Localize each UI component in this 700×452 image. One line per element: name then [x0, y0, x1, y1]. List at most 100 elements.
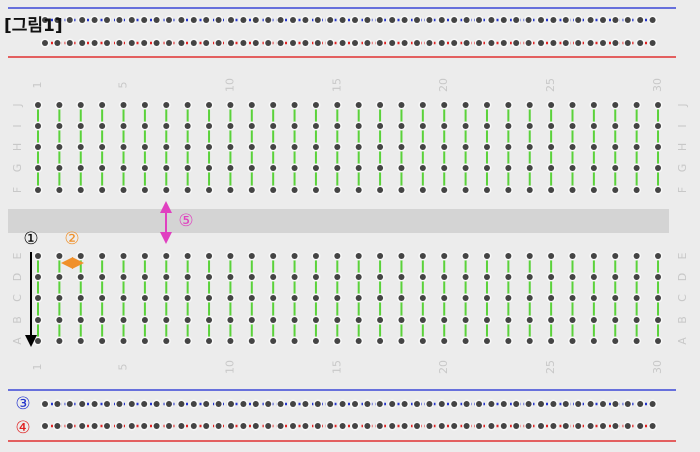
hole	[451, 423, 458, 429]
hole	[206, 187, 213, 193]
hole	[352, 423, 358, 429]
hole	[600, 17, 606, 23]
hole	[184, 123, 191, 129]
hole	[312, 165, 319, 171]
hole	[364, 423, 371, 429]
hole	[377, 317, 384, 323]
hole	[302, 40, 309, 46]
column-number: 30	[651, 360, 664, 374]
hole	[352, 40, 358, 46]
holes	[33, 15, 663, 431]
hole	[277, 401, 284, 407]
hole	[270, 165, 277, 171]
hole	[248, 317, 255, 323]
hole	[240, 17, 247, 23]
hole	[79, 401, 86, 407]
hole	[312, 123, 319, 129]
hole	[290, 17, 296, 23]
hole	[312, 317, 319, 323]
hole	[612, 17, 619, 23]
row-letter: E	[676, 252, 689, 259]
hole	[441, 253, 448, 259]
hole	[355, 253, 362, 259]
hole	[401, 423, 408, 429]
hole	[526, 102, 533, 108]
hole	[339, 401, 346, 407]
hole	[575, 401, 582, 407]
hole	[291, 317, 298, 323]
hole	[633, 253, 640, 259]
hole	[377, 295, 384, 301]
hole	[166, 17, 172, 23]
hole	[569, 102, 576, 108]
hole	[116, 401, 123, 407]
hole	[483, 338, 490, 344]
hole	[655, 123, 662, 129]
hole	[153, 423, 160, 429]
center-channel	[8, 209, 669, 233]
hole	[364, 401, 371, 407]
hole	[500, 40, 507, 46]
hole	[35, 165, 41, 171]
hole	[248, 338, 255, 344]
hole	[637, 401, 644, 407]
hole	[612, 317, 619, 323]
hole	[66, 17, 73, 23]
hole	[79, 40, 86, 46]
hole	[548, 165, 555, 171]
hole	[451, 401, 458, 407]
hole	[569, 123, 576, 129]
hole	[35, 253, 41, 259]
row-letter: G	[676, 164, 689, 173]
hole	[505, 274, 512, 280]
hole	[633, 295, 640, 301]
hole	[649, 40, 656, 46]
hole	[463, 17, 470, 23]
hole	[120, 317, 127, 323]
row-letter: I	[11, 124, 24, 127]
hole	[525, 401, 532, 407]
hole	[54, 40, 61, 46]
hole	[203, 423, 210, 429]
hole	[153, 401, 160, 407]
hole	[590, 144, 597, 150]
hole	[526, 295, 533, 301]
row-letter: J	[676, 103, 689, 107]
hole	[633, 338, 640, 344]
hole	[483, 102, 490, 108]
hole	[290, 423, 296, 429]
hole	[633, 274, 640, 280]
hole	[66, 40, 73, 46]
hole	[120, 165, 127, 171]
hole	[419, 144, 426, 150]
hole	[302, 17, 309, 23]
hole	[525, 40, 532, 46]
hole	[377, 338, 384, 344]
hole	[505, 144, 512, 150]
hole	[228, 423, 234, 429]
hole	[120, 253, 127, 259]
hole	[398, 295, 405, 301]
hole	[120, 187, 127, 193]
hole	[91, 40, 98, 46]
hole	[513, 17, 520, 23]
hole	[206, 253, 213, 259]
hole	[377, 274, 384, 280]
row-letter: E	[11, 252, 24, 259]
hole	[128, 423, 135, 429]
hole	[99, 102, 106, 108]
hole	[419, 338, 426, 344]
hole	[141, 187, 148, 193]
hole	[569, 144, 576, 150]
hole	[206, 165, 213, 171]
hole	[227, 144, 234, 150]
hole	[291, 102, 298, 108]
hole	[178, 401, 185, 407]
hole	[655, 338, 662, 344]
hole	[153, 17, 160, 23]
hole	[441, 123, 448, 129]
hole	[389, 17, 396, 23]
hole	[163, 123, 170, 129]
column-number: 15	[330, 360, 343, 374]
hole	[99, 144, 106, 150]
